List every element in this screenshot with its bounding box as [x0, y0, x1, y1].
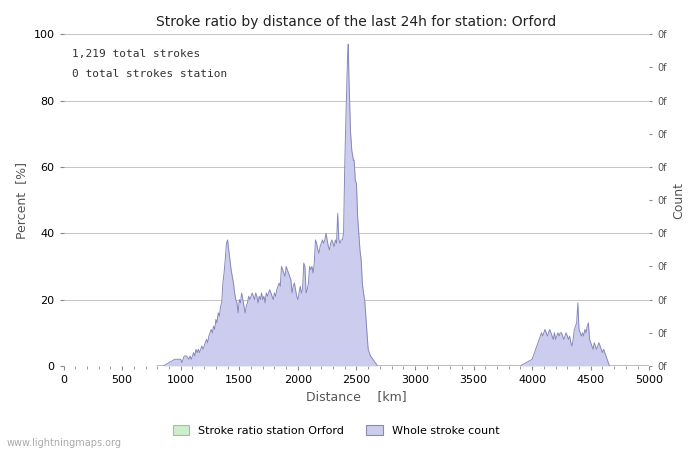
Text: 1,219 total strokes: 1,219 total strokes: [72, 49, 201, 59]
Y-axis label: Percent  [%]: Percent [%]: [15, 162, 28, 238]
Title: Stroke ratio by distance of the last 24h for station: Orford: Stroke ratio by distance of the last 24h…: [156, 15, 556, 29]
Text: 0 total strokes station: 0 total strokes station: [72, 69, 228, 79]
X-axis label: Distance  [km]: Distance [km]: [306, 391, 407, 404]
Legend: Stroke ratio station Orford, Whole stroke count: Stroke ratio station Orford, Whole strok…: [168, 420, 504, 440]
Y-axis label: Count: Count: [672, 182, 685, 219]
Text: www.lightningmaps.org: www.lightningmaps.org: [7, 438, 122, 448]
